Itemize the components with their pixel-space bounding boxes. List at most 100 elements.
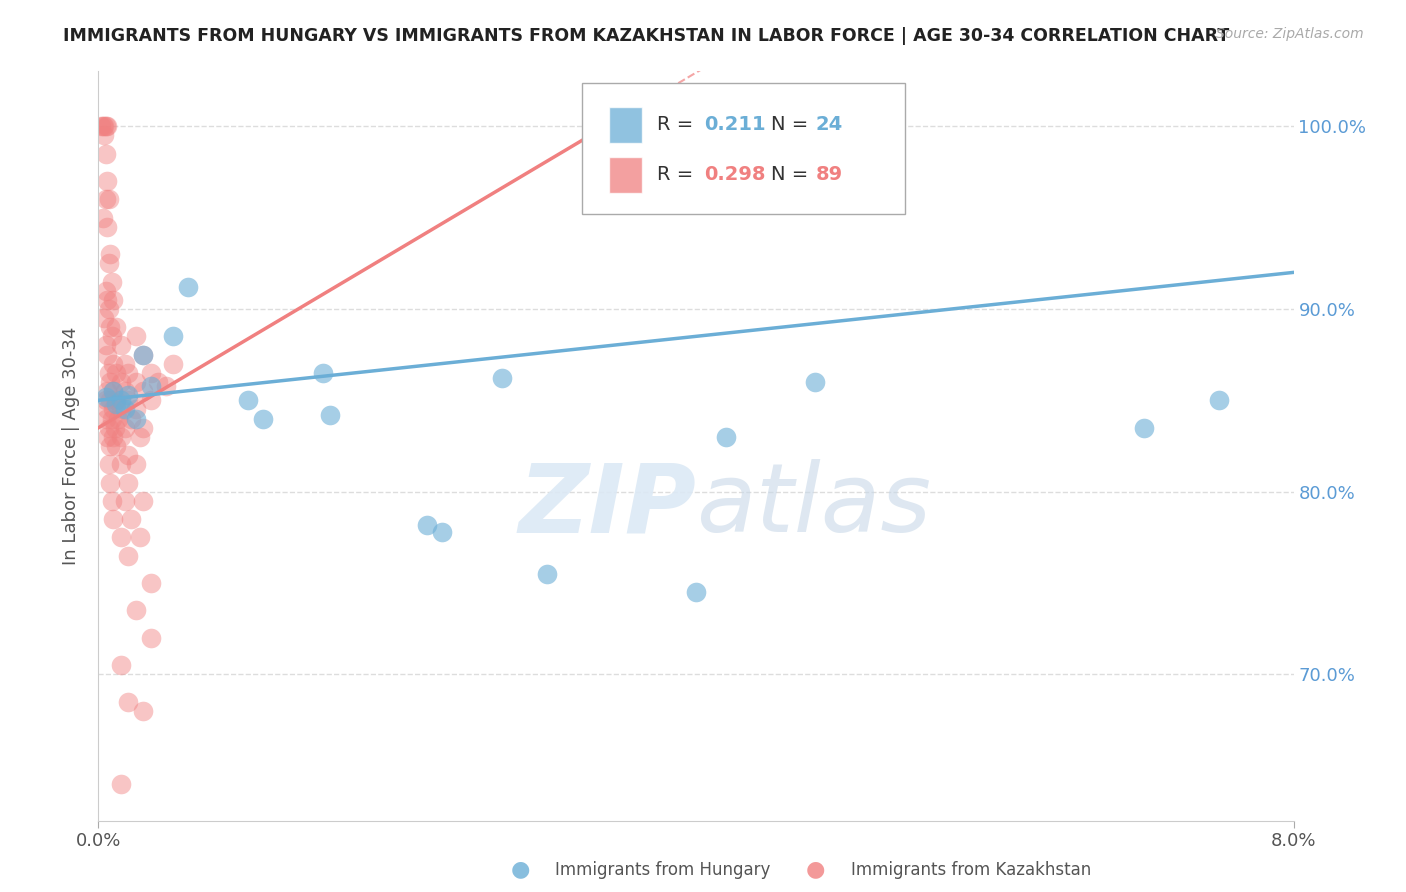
Text: R =: R = — [657, 115, 699, 134]
Point — [129, 530, 152, 544]
Text: ●: ● — [806, 860, 825, 880]
Point — [162, 357, 184, 371]
Text: 89: 89 — [815, 165, 842, 185]
Point — [103, 384, 125, 399]
Point — [94, 192, 117, 206]
Point — [416, 517, 439, 532]
Point — [97, 421, 120, 435]
Point — [117, 549, 139, 563]
Text: N =: N = — [772, 115, 814, 134]
Point — [96, 174, 118, 188]
Point — [110, 457, 132, 471]
Point — [117, 388, 139, 402]
Point — [94, 390, 117, 404]
Point — [98, 320, 122, 334]
Point — [103, 402, 125, 417]
Point — [114, 421, 136, 435]
Point — [101, 329, 124, 343]
Point — [97, 192, 120, 206]
Text: 0.211: 0.211 — [704, 115, 766, 134]
Point — [97, 301, 120, 316]
Point — [96, 293, 118, 307]
Point — [117, 366, 139, 380]
Point — [98, 247, 122, 261]
Point — [90, 119, 112, 133]
Point — [110, 375, 132, 389]
Point — [132, 421, 155, 435]
Point — [103, 357, 125, 371]
Point — [96, 219, 118, 234]
Point — [117, 695, 139, 709]
Point — [139, 631, 162, 645]
Point — [714, 430, 737, 444]
Point — [101, 411, 124, 425]
Point — [804, 375, 827, 389]
Point — [94, 119, 117, 133]
Point — [1208, 393, 1230, 408]
Point — [139, 378, 162, 392]
Point — [148, 375, 170, 389]
Point — [94, 284, 117, 298]
Point — [236, 393, 259, 408]
Bar — [609, 157, 643, 193]
Point — [155, 378, 177, 392]
Point — [110, 430, 132, 444]
Point — [319, 408, 342, 422]
Point — [93, 128, 115, 143]
Text: IMMIGRANTS FROM HUNGARY VS IMMIGRANTS FROM KAZAKHSTAN IN LABOR FORCE | AGE 30-34: IMMIGRANTS FROM HUNGARY VS IMMIGRANTS FR… — [63, 27, 1229, 45]
Point — [94, 411, 117, 425]
Point — [98, 475, 122, 490]
Point — [110, 530, 132, 544]
Point — [110, 402, 132, 417]
Point — [117, 393, 139, 408]
Point — [120, 512, 142, 526]
Text: Immigrants from Hungary: Immigrants from Hungary — [555, 861, 770, 879]
Point — [685, 585, 707, 599]
Point — [110, 777, 132, 791]
Point — [97, 457, 120, 471]
Point — [125, 402, 148, 417]
Text: Immigrants from Kazakhstan: Immigrants from Kazakhstan — [851, 861, 1091, 879]
Point — [117, 448, 139, 462]
Point — [103, 293, 125, 307]
Point — [114, 493, 136, 508]
Y-axis label: In Labor Force | Age 30-34: In Labor Force | Age 30-34 — [62, 326, 80, 566]
Point — [97, 256, 120, 270]
Point — [114, 357, 136, 371]
Point — [96, 402, 118, 417]
Point — [132, 384, 155, 399]
Bar — [609, 106, 643, 143]
FancyBboxPatch shape — [582, 83, 905, 214]
Point — [103, 430, 125, 444]
Point — [98, 375, 122, 389]
Point — [107, 411, 129, 425]
Point — [132, 348, 155, 362]
Point — [252, 411, 274, 425]
Text: 24: 24 — [815, 115, 842, 134]
Point — [311, 366, 333, 380]
Point — [105, 366, 128, 380]
Point — [132, 704, 155, 718]
Point — [101, 275, 124, 289]
Point — [98, 439, 122, 453]
Point — [97, 366, 120, 380]
Point — [104, 421, 127, 435]
Text: ●: ● — [510, 860, 530, 880]
Point — [110, 393, 132, 408]
Point — [132, 493, 155, 508]
Point — [96, 348, 118, 362]
Point — [105, 320, 128, 334]
Point — [91, 119, 114, 133]
Point — [132, 348, 155, 362]
Point — [93, 119, 115, 133]
Point — [105, 439, 128, 453]
Point — [110, 658, 132, 673]
Point — [96, 119, 118, 133]
Point — [491, 371, 513, 385]
Point — [177, 280, 200, 294]
Point — [103, 384, 125, 399]
Point — [94, 146, 117, 161]
Point — [114, 402, 136, 417]
Text: N =: N = — [772, 165, 814, 185]
Point — [125, 457, 148, 471]
